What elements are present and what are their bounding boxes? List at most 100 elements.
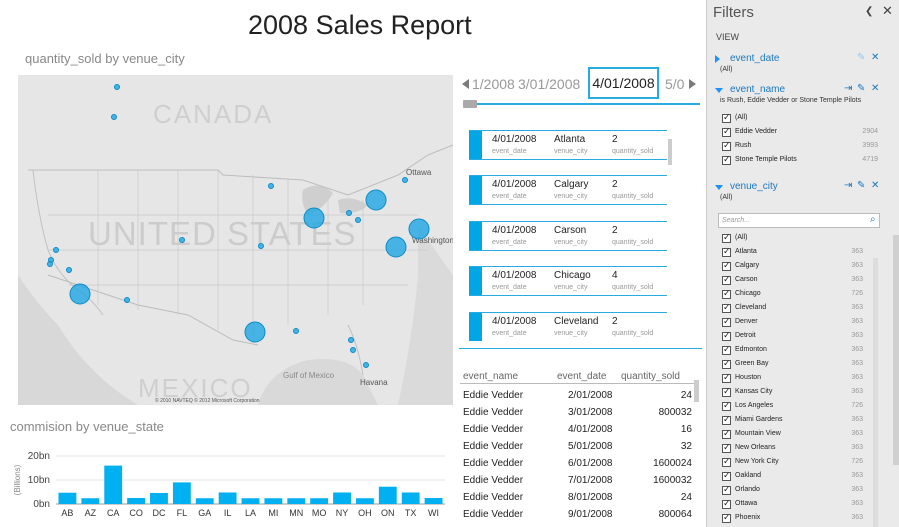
bar[interactable] — [264, 498, 283, 504]
eraser-icon[interactable]: ✎ — [857, 52, 866, 63]
filter-checkbox-item[interactable]: Cleveland 363 — [720, 302, 870, 316]
filter-checkbox-item[interactable]: New York City 726 — [720, 456, 870, 470]
filter-event-name[interactable]: event_name — [730, 84, 786, 95]
table-scrollbar[interactable] — [694, 380, 699, 402]
timeline-track[interactable] — [471, 103, 700, 105]
checkbox-icon[interactable] — [722, 232, 731, 243]
collapse-arrow-icon[interactable] — [715, 185, 723, 190]
filter-checkbox-item[interactable]: Carson 363 — [720, 274, 870, 288]
table-row[interactable]: Eddie Vedder 8/01/2008 24 — [460, 489, 696, 506]
bar[interactable] — [355, 498, 374, 504]
timeline-date-next[interactable]: 5/0 — [665, 76, 685, 92]
filter-checkbox-item[interactable]: Kansas City 363 — [720, 386, 870, 400]
filter-checkbox-item[interactable]: Rush 3993 — [720, 140, 890, 154]
checkbox-icon[interactable] — [722, 498, 731, 509]
filter-pane-scrollbar[interactable] — [893, 235, 899, 465]
filter-checkbox-item[interactable]: Oakland 363 — [720, 470, 870, 484]
checkbox-icon[interactable] — [722, 260, 731, 271]
collapse-arrow-icon[interactable] — [715, 88, 723, 93]
checkbox-icon[interactable] — [722, 154, 731, 165]
checkbox-icon[interactable] — [722, 442, 731, 453]
advanced-filter-icon[interactable]: ⇥ — [844, 180, 853, 191]
filter-event-date[interactable]: event_date — [730, 53, 780, 64]
card-item[interactable]: 4/01/2008 Carson 2 event_date venue_city… — [469, 221, 667, 251]
checkbox-icon[interactable] — [722, 112, 731, 123]
commission-bar-chart[interactable]: (Billions) 0bn 10bn 20bn AB AZ CA CO DC FL GA IL LA M… — [0, 440, 455, 527]
remove-filter-icon[interactable]: ✕ — [871, 83, 880, 94]
bar[interactable] — [58, 492, 77, 504]
bar[interactable] — [401, 492, 420, 504]
bar[interactable] — [195, 498, 214, 504]
checkbox-icon[interactable] — [722, 372, 731, 383]
bar[interactable] — [104, 465, 123, 504]
timeline-prev-arrow[interactable] — [462, 79, 469, 89]
table-row[interactable]: Eddie Vedder 4/01/2008 16 — [460, 421, 696, 438]
close-icon[interactable]: ✕ — [882, 3, 893, 18]
filter-checkbox-item[interactable]: Atlanta 363 — [720, 246, 870, 260]
city-list-scrollbar[interactable] — [873, 258, 878, 527]
bar[interactable] — [127, 498, 146, 504]
filter-checkbox-item[interactable]: Miami Gardens 363 — [720, 414, 870, 428]
bar[interactable] — [333, 492, 351, 504]
bar[interactable] — [150, 492, 168, 504]
checkbox-icon[interactable] — [722, 414, 731, 425]
bar[interactable] — [310, 498, 329, 504]
checkbox-icon[interactable] — [722, 400, 731, 411]
timeline-selected-date[interactable]: 4/01/2008 — [588, 67, 659, 99]
filter-checkbox-item[interactable]: Green Bay 363 — [720, 358, 870, 372]
checkbox-icon[interactable] — [722, 330, 731, 341]
table-row[interactable]: Eddie Vedder 2/01/2008 24 — [460, 387, 696, 404]
checkbox-icon[interactable] — [722, 428, 731, 439]
filter-checkbox-item[interactable]: Chicago 726 — [720, 288, 870, 302]
card-item[interactable]: 4/01/2008 Atlanta 2 event_date venue_cit… — [469, 130, 667, 160]
expand-arrow-icon[interactable] — [715, 55, 720, 63]
filter-checkbox-item[interactable]: Edmonton 363 — [720, 344, 870, 358]
timeline-date-prev[interactable]: 3/01/2008 — [518, 76, 581, 92]
filter-checkbox-item[interactable]: Ottawa 363 — [720, 498, 870, 512]
table-row[interactable]: Eddie Vedder 3/01/2008 800032 — [460, 404, 696, 421]
filter-checkbox-item[interactable]: Stone Temple Pilots 4719 — [720, 154, 890, 168]
card-item[interactable]: 4/01/2008 Cleveland 2 event_date venue_c… — [469, 312, 667, 341]
filter-checkbox-item[interactable]: Eddie Vedder 2904 — [720, 126, 890, 140]
bar[interactable] — [424, 498, 443, 504]
card-item[interactable]: 4/01/2008 Calgary 2 event_date venue_cit… — [469, 175, 667, 205]
filter-checkbox-item[interactable]: Detroit 363 — [720, 330, 870, 344]
checkbox-icon[interactable] — [722, 274, 731, 285]
filter-checkbox-item[interactable]: Los Angeles 726 — [720, 400, 870, 414]
checkbox-icon[interactable] — [722, 288, 731, 299]
bubble-map[interactable]: CANADA UNITED STATES MEXICO Gulf of Mexi… — [18, 75, 453, 405]
checkbox-icon[interactable] — [722, 302, 731, 313]
table-row[interactable]: Eddie Vedder 6/01/2008 1600024 — [460, 455, 696, 472]
filter-checkbox-item[interactable]: (All) — [720, 232, 870, 246]
checkbox-icon[interactable] — [722, 456, 731, 467]
table-row[interactable]: Eddie Vedder 5/01/2008 32 — [460, 438, 696, 455]
filter-checkbox-item[interactable]: Mountain View 363 — [720, 428, 870, 442]
checkbox-icon[interactable] — [722, 512, 731, 523]
checkbox-icon[interactable] — [722, 140, 731, 151]
column-header-quantity-sold[interactable]: quantity_sold — [621, 371, 680, 382]
timeline-next-arrow[interactable] — [689, 79, 696, 89]
bar[interactable] — [378, 486, 397, 504]
bar[interactable] — [81, 498, 100, 504]
checkbox-icon[interactable] — [722, 386, 731, 397]
filter-venue-city[interactable]: venue_city — [730, 181, 778, 192]
column-header-event-date[interactable]: event_date — [557, 371, 607, 382]
checkbox-icon[interactable] — [722, 126, 731, 137]
card-item[interactable]: 4/01/2008 Chicago 4 event_date venue_cit… — [469, 266, 667, 296]
checkbox-icon[interactable] — [722, 316, 731, 327]
filter-checkbox-item[interactable]: Denver 363 — [720, 316, 870, 330]
table-row[interactable]: Eddie Vedder 7/01/2008 1600032 — [460, 472, 696, 489]
bar[interactable] — [287, 498, 306, 504]
cards-scrollbar[interactable] — [668, 139, 672, 165]
timeline-slider-handle[interactable] — [463, 100, 477, 108]
remove-filter-icon[interactable]: ✕ — [871, 180, 880, 191]
checkbox-icon[interactable] — [722, 344, 731, 355]
remove-filter-icon[interactable]: ✕ — [871, 52, 880, 63]
checkbox-icon[interactable] — [722, 246, 731, 257]
card-list[interactable]: 4/01/2008 Atlanta 2 event_date venue_cit… — [462, 123, 702, 341]
eraser-icon[interactable]: ✎ — [857, 180, 866, 191]
collapse-icon[interactable]: ❮ — [865, 6, 874, 17]
filter-checkbox-item[interactable]: New Orleans 363 — [720, 442, 870, 456]
checkbox-icon[interactable] — [722, 358, 731, 369]
bar[interactable] — [241, 498, 260, 504]
